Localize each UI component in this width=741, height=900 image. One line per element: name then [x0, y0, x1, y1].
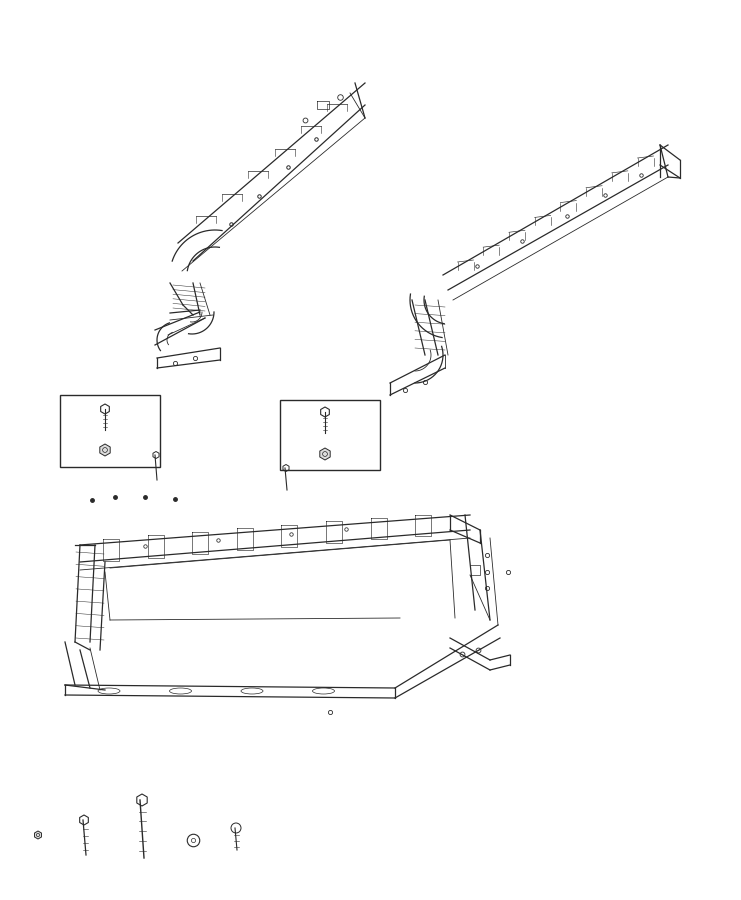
Polygon shape: [35, 831, 41, 839]
Bar: [60, 395, 160, 467]
Polygon shape: [320, 448, 330, 460]
Bar: [280, 400, 380, 470]
Polygon shape: [100, 444, 110, 456]
